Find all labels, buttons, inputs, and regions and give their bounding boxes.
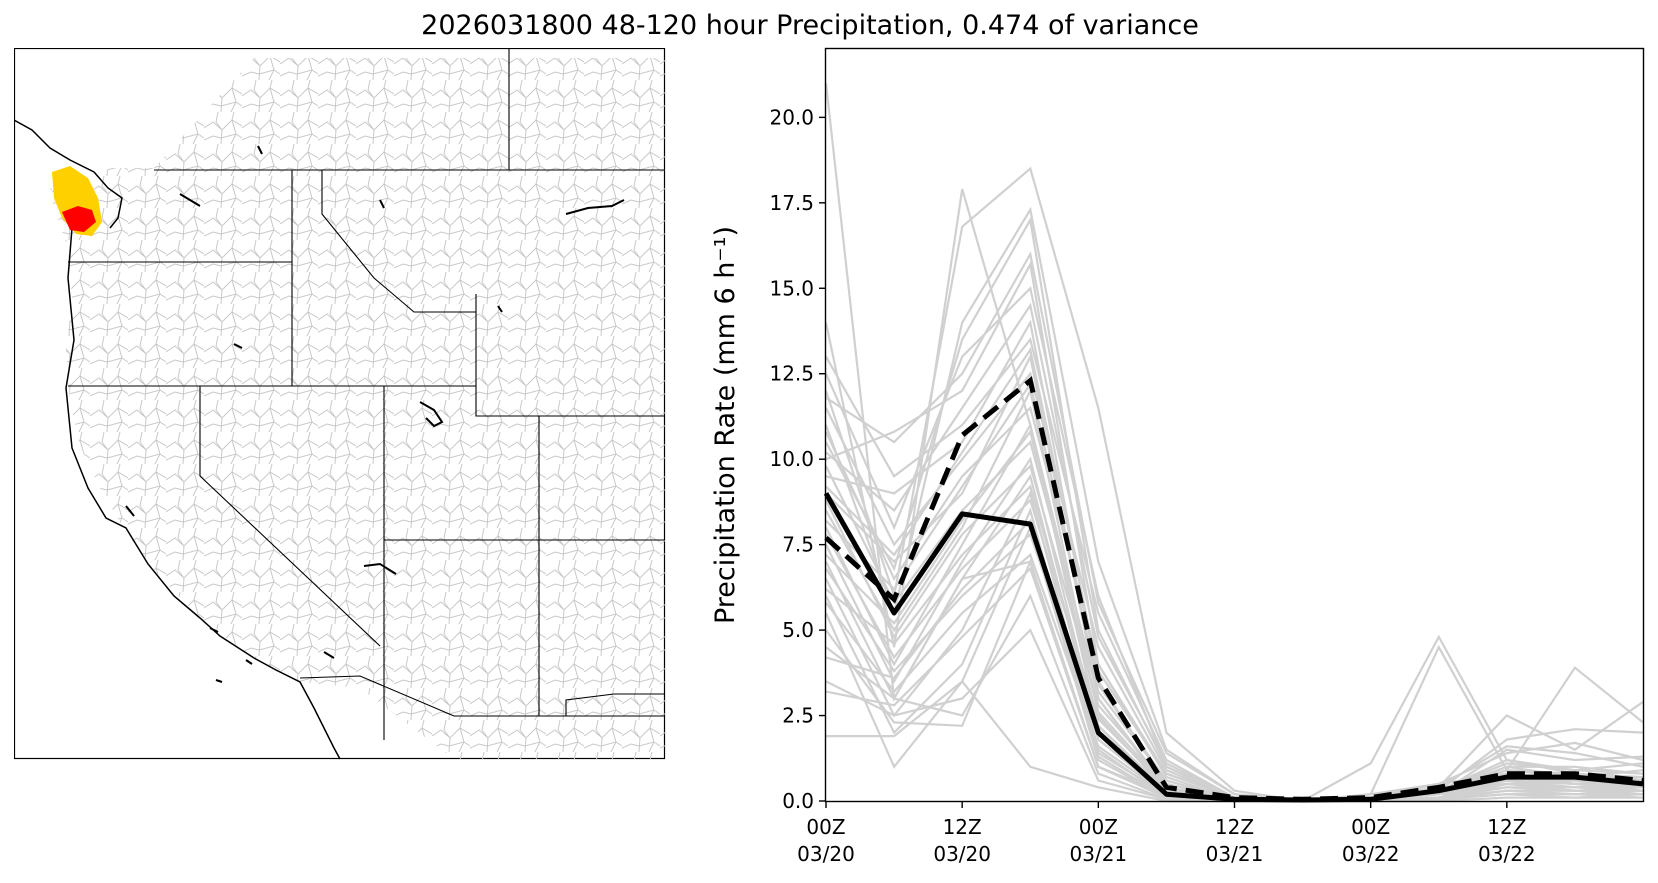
x-tick-label-date: 03/20 [933, 842, 991, 866]
y-axis-label: Precipitation Rate (mm 6 h⁻¹) [710, 226, 741, 624]
y-tick-label: 0.0 [782, 789, 814, 813]
x-tick-label-date: 03/21 [1206, 842, 1264, 866]
western-us-landmass [48, 58, 665, 759]
y-tick-label: 17.5 [769, 191, 814, 215]
member-line-7 [825, 353, 1644, 803]
x-tick-label-time: 00Z [806, 815, 845, 839]
state-borders [68, 48, 665, 740]
member-line-4 [825, 216, 1644, 803]
mean-series-line [823, 492, 1644, 803]
puget-sound [14, 119, 123, 229]
x-tick-label-time: 00Z [1351, 815, 1390, 839]
y-tick-label: 10.0 [769, 447, 814, 471]
x-tick-label-time: 00Z [1079, 815, 1118, 839]
x-tick-label-date: 03/22 [1478, 842, 1536, 866]
highlight-basin-red [62, 206, 96, 232]
member-line-9 [825, 421, 1644, 803]
member-line-32 [825, 429, 1644, 803]
y-tick-label: 7.5 [782, 533, 814, 557]
y-tick-label: 12.5 [769, 362, 814, 386]
chart-summary-series [823, 376, 1644, 803]
y-tick-label: 15.0 [769, 276, 814, 300]
x-tick-label-date: 03/22 [1342, 842, 1400, 866]
basin-map [14, 48, 666, 760]
x-axis: 00Z 03/20 12Z 03/20 00Z 03/21 12Z 03/21 00Z 03/22… [797, 801, 1536, 866]
member-line-30 [825, 347, 1644, 803]
y-tick-label: 2.5 [782, 704, 814, 728]
x-tick-label-time: 12Z [943, 815, 982, 839]
member-line-2 [824, 166, 1644, 803]
member-line-34 [825, 518, 1644, 803]
lakes [125, 145, 625, 683]
x-tick-label-date: 03/21 [1070, 842, 1128, 866]
x-tick-label-time: 12Z [1487, 815, 1526, 839]
x-tick-label-date: 03/20 [797, 842, 855, 866]
member-line-6 [825, 319, 1644, 803]
chart-members [824, 83, 1644, 803]
y-axis: 0.0 2.5 5.0 7.5 10.0 12.5 15.0 17.5 20.0 [769, 105, 826, 813]
coastline [53, 173, 341, 760]
x-tick-label-time: 12Z [1215, 815, 1254, 839]
y-tick-label: 20.0 [769, 105, 814, 129]
figure-title: 2026031800 48-120 hour Precipitation, 0.… [421, 10, 1199, 41]
member-line-28 [825, 250, 1644, 803]
chart-frame [824, 47, 1645, 803]
y-tick-label: 5.0 [782, 618, 814, 642]
